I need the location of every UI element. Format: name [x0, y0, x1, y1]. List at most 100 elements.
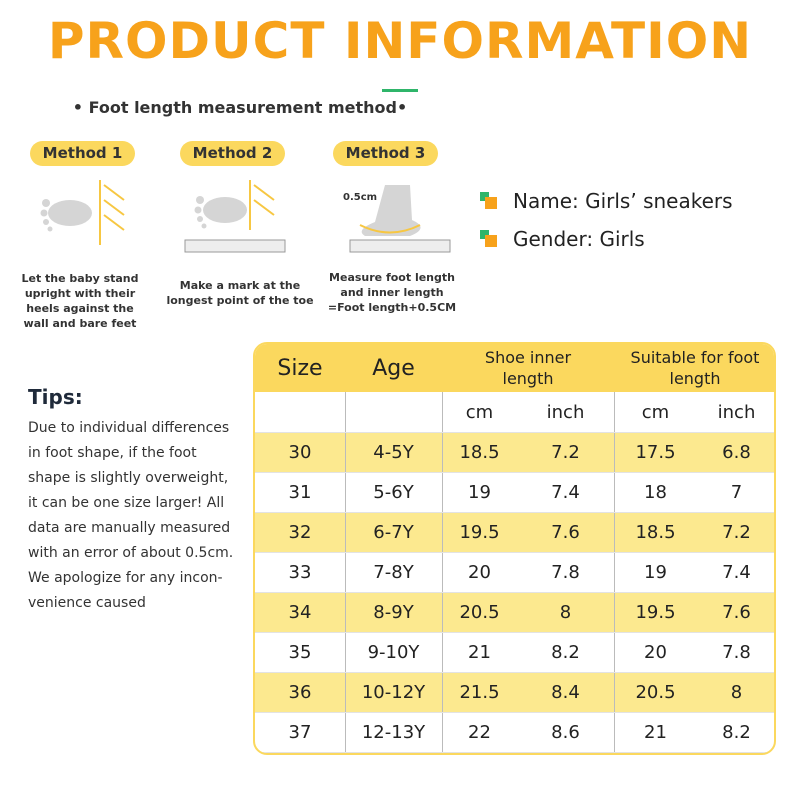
- row-divider: [255, 752, 774, 753]
- unit-header: inch: [546, 401, 585, 423]
- product-name: Name: Girls’ sneakers: [513, 189, 733, 213]
- table-cell: 8.4: [551, 681, 580, 703]
- table-cell: 5-6Y: [373, 481, 414, 503]
- row-divider: [255, 672, 774, 673]
- method-caption: upright with their: [24, 287, 136, 300]
- table-cell: 7.2: [722, 521, 751, 543]
- method-caption: and inner length: [340, 286, 444, 299]
- method-caption: heels against the: [26, 302, 134, 315]
- row-divider: [255, 552, 774, 553]
- table-cell: 21.5: [459, 681, 500, 703]
- tips-line: data are manually measured: [28, 520, 231, 536]
- table-cell: 8.6: [551, 721, 580, 743]
- column-divider: [442, 392, 443, 752]
- row-divider: [255, 712, 774, 713]
- unit-header: cm: [641, 401, 670, 423]
- table-cell: 7.2: [551, 441, 580, 463]
- table-cell: 4-5Y: [373, 441, 414, 463]
- tips-line: shape is slightly overweight,: [28, 470, 229, 486]
- table-cell: 9-10Y: [367, 641, 420, 663]
- tips-line: venience caused: [28, 595, 146, 611]
- table-cell: 21: [644, 721, 667, 743]
- row-bg: [255, 512, 774, 552]
- table-cell: 22: [468, 721, 491, 743]
- subtitle: • Foot length measurement method•: [72, 98, 408, 117]
- method-label: Method 1: [30, 141, 135, 166]
- column-divider: [614, 392, 615, 752]
- table-cell: 6-7Y: [373, 521, 414, 543]
- table-cell: 20.5: [635, 681, 676, 703]
- table-cell: 35: [288, 641, 312, 663]
- table-cell: 19: [468, 481, 491, 503]
- row-divider: [255, 632, 774, 633]
- table-cell: 20: [644, 641, 667, 663]
- table-cell: 7.6: [722, 601, 751, 623]
- table-cell: 12-13Y: [361, 721, 426, 743]
- table-cell: 32: [288, 521, 312, 543]
- method-caption: Measure foot length: [329, 271, 455, 284]
- table-cell: 30: [288, 441, 312, 463]
- row-divider: [255, 432, 774, 433]
- header-bg: [255, 344, 774, 392]
- tips-line: in foot shape, if the foot: [28, 445, 197, 461]
- row-divider: [255, 592, 774, 593]
- table-cell: 7.4: [722, 561, 751, 583]
- method-label: Method 3: [333, 141, 438, 166]
- table-cell: 31: [288, 481, 312, 503]
- row-divider: [255, 472, 774, 473]
- column-header: Age: [372, 355, 415, 381]
- method-caption: wall and bare feet: [23, 317, 137, 330]
- method-caption: Make a mark at the: [179, 279, 301, 292]
- method-caption: =Foot length+0.5CM: [327, 301, 457, 314]
- title: PRODUCT INFORMATION: [47, 12, 753, 70]
- table-cell: 17.5: [635, 441, 676, 463]
- table-cell: 18.5: [635, 521, 676, 543]
- table-cell: 7: [730, 481, 743, 503]
- table-cell: 34: [288, 601, 312, 623]
- table-cell: 18.5: [459, 441, 500, 463]
- table-cell: 7.8: [722, 641, 751, 663]
- table-cell: 8: [559, 601, 572, 623]
- method-caption: longest point of the toe: [166, 294, 314, 307]
- product-gender: Gender: Girls: [513, 227, 645, 251]
- size-table: 30 4-5Y 18.5 7.2 17.5 6.8 31 5-6Y 19 7.4 18 7 32 6-7Y…: [253, 342, 776, 755]
- table-cell: 36: [288, 681, 312, 703]
- table-cell: 19.5: [635, 601, 676, 623]
- column-divider: [345, 392, 346, 752]
- tips-line: it can be one size larger! All: [28, 495, 225, 511]
- table-cell: 20.5: [459, 601, 500, 623]
- table-cell: 7.6: [551, 521, 580, 543]
- table-cell: 21: [468, 641, 491, 663]
- row-bg: [255, 432, 774, 472]
- unit-header: cm: [465, 401, 494, 423]
- unit-header: inch: [717, 401, 756, 423]
- table-cell: 37: [288, 721, 312, 743]
- illustrations: 0.5cm: [40, 180, 451, 253]
- column-header: Shoe inner length: [484, 348, 572, 388]
- table-cell: 8.2: [551, 641, 580, 663]
- table-cell: 10-12Y: [361, 681, 426, 703]
- table-cell: 8: [730, 681, 743, 703]
- table-cell: 8-9Y: [373, 601, 414, 623]
- table-cell: 19.5: [459, 521, 500, 543]
- tips-line: Due to individual differences: [28, 420, 230, 436]
- table-cell: 7.4: [551, 481, 580, 503]
- column-header: Size: [277, 355, 323, 381]
- method-caption: Let the baby stand: [21, 272, 139, 285]
- row-bg: [255, 672, 774, 712]
- tips-line: We apologize for any incon-: [28, 570, 223, 586]
- table-cell: 7-8Y: [373, 561, 414, 583]
- table-cell: 7.8: [551, 561, 580, 583]
- column-header: Suitable for foot length: [630, 348, 760, 388]
- note: 0.5cm: [343, 192, 377, 203]
- tips-title: Tips:: [28, 385, 83, 409]
- table-cell: 33: [288, 561, 312, 583]
- table-cell: 20: [468, 561, 491, 583]
- tips-line: with an error of about 0.5cm.: [28, 545, 234, 561]
- table-cell: 18: [644, 481, 667, 503]
- row-bg: [255, 592, 774, 632]
- table-cell: 8.2: [722, 721, 751, 743]
- divider: [382, 89, 418, 92]
- table-cell: 6.8: [722, 441, 751, 463]
